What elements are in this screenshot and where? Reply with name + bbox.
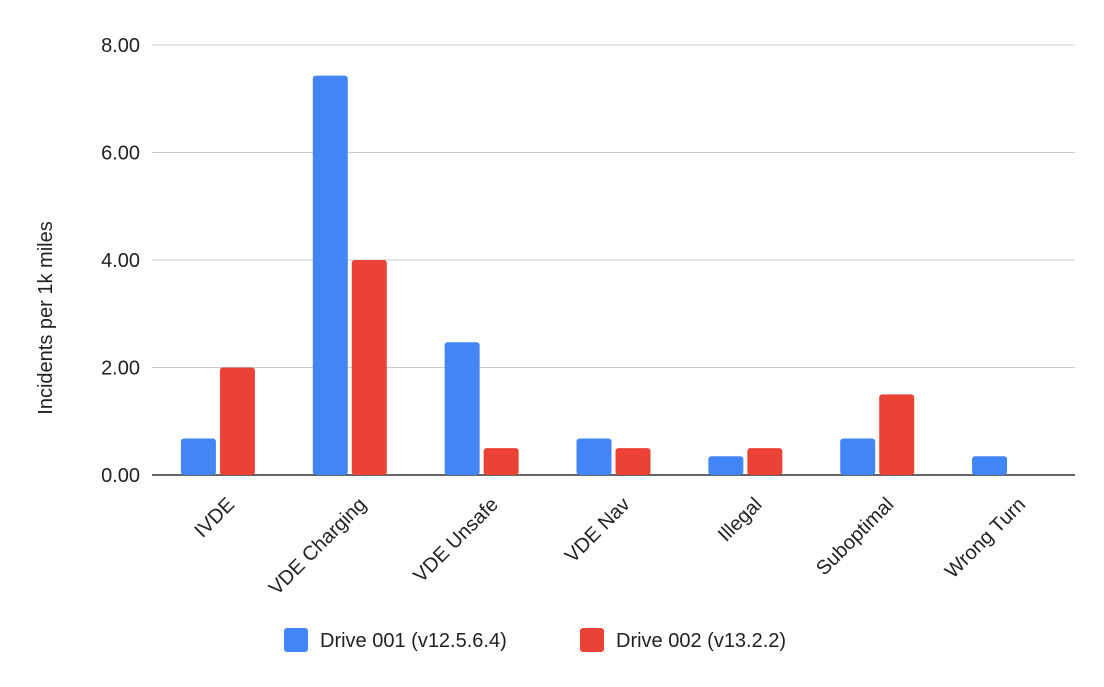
bar-series-2-vde-unsafe [483,448,519,475]
y-tick-label: 2.00 [101,358,140,380]
bar-series-1-suboptimal [840,438,876,475]
bar-series-1-vde-charging [312,75,348,475]
y-tick-label: 4.00 [101,250,140,272]
bar-series-2-vde-charging [351,260,387,475]
y-tick-label: 8.00 [101,35,140,57]
y-axis-ticks: 0.00 2.00 4.00 6.00 8.00 [101,35,140,487]
bar-series-1-illegal [708,456,744,475]
x-tick-label: IVDE [191,494,240,543]
legend: Drive 001 (v12.5.6.4) Drive 002 (v13.2.2) [284,628,786,652]
bar-series-1-vde-nav [576,438,612,475]
legend-label: Drive 001 (v12.5.6.4) [320,630,507,652]
bar-series-2-illegal [747,448,783,475]
x-tick-label: Illegal [714,494,767,547]
x-tick-label: Suboptimal [812,494,898,580]
x-tick-label: VDE Unsafe [409,494,502,587]
bars [180,75,1008,475]
legend-label: Drive 002 (v13.2.2) [616,630,786,652]
bar-series-1-wrong-turn [972,456,1008,475]
x-tick-label: VDE Nav [561,494,635,568]
legend-swatch [580,628,604,652]
bar-series-2-suboptimal [879,394,915,475]
bar-series-2-vde-nav [615,448,651,475]
legend-swatch [284,628,308,652]
bar-series-1-ivde [180,438,216,475]
x-tick-label: VDE Charging [265,494,371,600]
x-tick-label: Wrong Turn [941,494,1030,583]
gridlines [152,44,1075,476]
bar-series-1-vde-unsafe [444,342,480,475]
y-axis-title: Incidents per 1k miles [35,221,57,414]
bar-series-2-ivde [219,367,255,475]
y-tick-label: 6.00 [101,143,140,165]
y-tick-label: 0.00 [101,465,140,487]
x-axis-ticks: IVDE VDE Charging VDE Unsafe VDE Nav Illegal… [191,494,1031,600]
